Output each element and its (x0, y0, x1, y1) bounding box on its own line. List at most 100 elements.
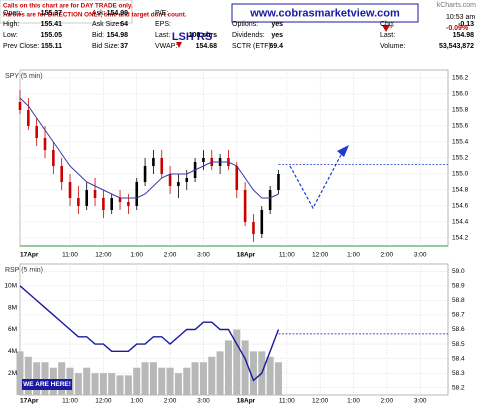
candle-body (277, 174, 280, 190)
y-tick-label: 2M (8, 370, 17, 377)
y-tick-label: 8M (8, 304, 17, 311)
website-box (231, 3, 419, 23)
moving-average (19, 97, 279, 199)
quote-label: EPS: (155, 21, 171, 28)
quote-value: 69.4 (269, 43, 283, 50)
price-line (19, 285, 280, 382)
quote-label: Prev Close: (3, 43, 39, 50)
volume-bar (174, 373, 182, 395)
x-tick-label: 1:00 (130, 252, 143, 259)
x-tick-label: 18Apr (237, 398, 256, 405)
x-tick-label: 2:00 (164, 252, 177, 259)
x-tick-label: 17Apr (20, 252, 39, 259)
time: 10:53 am (446, 14, 475, 21)
x-tick-label: 1:00 (347, 398, 360, 405)
quote-label: SCTR (ETF): (232, 43, 273, 50)
candle-body (118, 198, 122, 202)
quote-label: Low: (3, 32, 18, 39)
volume-bar (58, 362, 66, 395)
volume-bar (224, 340, 232, 395)
x-tick-label: 12:00 (95, 252, 112, 259)
volume-bar (183, 367, 191, 395)
note-box (22, 379, 72, 390)
candle-body (85, 190, 89, 206)
candle-body (52, 150, 55, 166)
y2-tick-label: 58.3 (452, 370, 465, 377)
candle-body (77, 198, 80, 206)
x-tick-label: 1:00 (347, 252, 360, 259)
candle-body (93, 190, 97, 198)
volume-bar (124, 375, 132, 395)
y-tick-label: 156.2 (452, 75, 469, 82)
quote-label: Last: (380, 32, 395, 39)
quote-value: 154.99 (107, 10, 129, 17)
y2-tick-label: 58.5 (452, 341, 465, 348)
quote-label: Options: (232, 21, 258, 28)
x-tick-label: 2:00 (381, 252, 394, 259)
x-tick-label: 11:00 (62, 252, 78, 259)
candle-body (168, 174, 172, 186)
candle-body (127, 202, 130, 206)
quote-value: 100 shrs (189, 32, 218, 39)
forecast-arrow (289, 152, 343, 210)
volume-bar (133, 367, 141, 395)
volume-bar (249, 351, 257, 395)
volume-bar (149, 362, 157, 395)
volume-bar (208, 356, 216, 395)
x-tick-label: 1:00 (130, 398, 143, 405)
quote-label: Chg: (380, 21, 395, 28)
volume-bar (141, 362, 149, 395)
brand: kCharts.com (437, 2, 476, 9)
quote-value: 154.68 (196, 43, 218, 50)
x-tick-label: 2:00 (164, 398, 177, 405)
candle-body (135, 182, 139, 206)
y-tick-label: 155.8 (452, 107, 469, 114)
y2-tick-label: 58.7 (452, 312, 465, 319)
quote-label: Ask Size: (92, 21, 121, 28)
y2-tick-label: 58.9 (452, 283, 465, 290)
x-tick-label: 18Apr (237, 252, 256, 259)
rsp-panel: 17Apr 11:00 12:00 1:00 2:00 3:00 18Apr 11:00 12:… (4, 263, 465, 405)
y-tick-label: 155.4 (452, 139, 469, 146)
y-tick-label: 156.0 (452, 91, 469, 98)
quote-label: High: (3, 21, 19, 28)
candle-body (27, 110, 30, 126)
candle-body (43, 138, 47, 150)
quote-value: yes (271, 32, 283, 39)
volume-bar (74, 373, 82, 395)
volume-bar (216, 351, 224, 395)
candle-body (160, 158, 164, 174)
candle-body (102, 198, 105, 210)
x-tick-label: 11:00 (279, 398, 295, 405)
y-tick-label: 155.0 (452, 171, 469, 178)
quote-label: Ask: (92, 10, 106, 17)
quote-label: Volume: (380, 43, 405, 50)
quote-value: 155.37 (41, 10, 63, 17)
callout-box (0, 0, 133, 24)
x-tick-label: 17Apr (20, 398, 39, 405)
y2-tick-label: 58.6 (452, 326, 465, 333)
x-tick-label: 3:00 (414, 252, 427, 259)
y2-tick-label: 58.8 (452, 297, 465, 304)
quote-value: yes (271, 21, 283, 28)
y2-tick-label: 59.0 (452, 268, 465, 275)
quote-value: 155.41 (41, 21, 63, 28)
quote-value: 155.05 (41, 32, 63, 39)
volume-bar (116, 375, 124, 395)
quote-label: P/E: (155, 10, 168, 17)
quote-label: Bid: (92, 32, 104, 39)
callout-line: Arrows are for DIRECTION ONLY, time and … (3, 12, 187, 19)
y-tick-label: 155.2 (452, 155, 469, 162)
candle-body (143, 166, 147, 182)
candle-body (35, 126, 38, 138)
volume-bar (33, 362, 41, 395)
y-tick-label: 154.4 (452, 219, 469, 226)
candle-body (243, 190, 247, 222)
pct-change: -0.09% (446, 25, 469, 32)
arrow-head (337, 145, 349, 157)
x-tick-label: 12:00 (312, 252, 329, 259)
quote-label: Bid Size: (92, 43, 120, 50)
candle-body (185, 178, 189, 182)
y-tick-label: 155.6 (452, 123, 469, 130)
